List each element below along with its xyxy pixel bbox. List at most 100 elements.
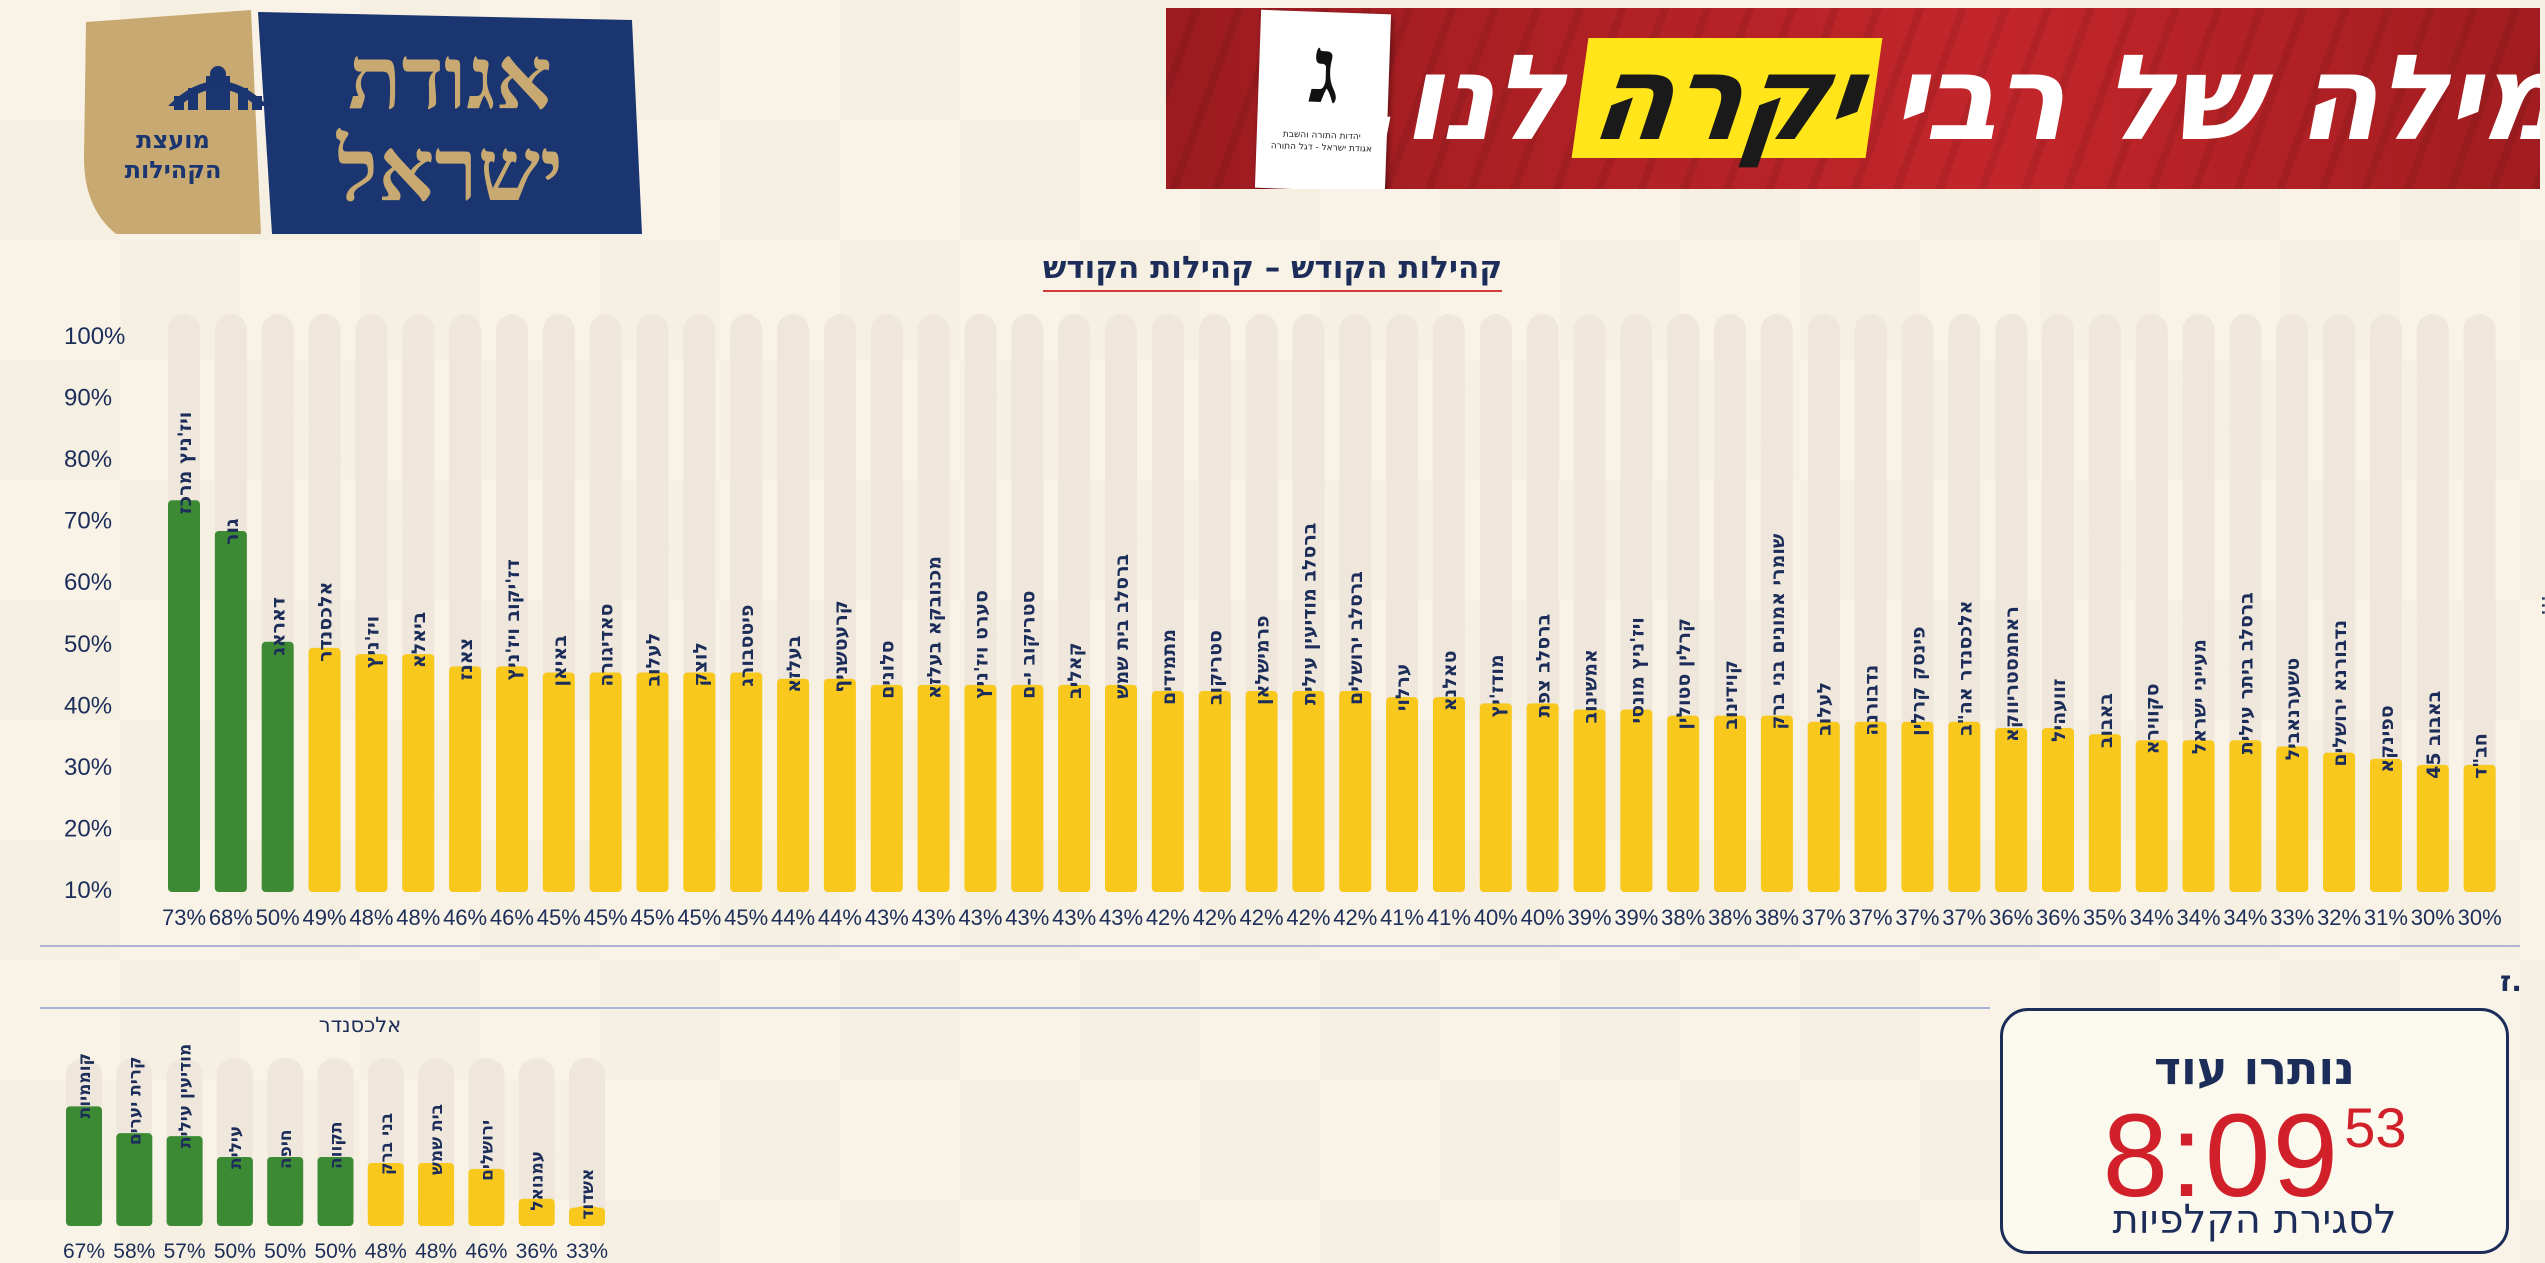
bar <box>2416 764 2449 892</box>
y-tick-label: 70% <box>64 508 112 535</box>
category-label: פינסק קרלין <box>1907 627 1929 736</box>
bar <box>1573 709 1606 892</box>
category-label: נדבורנא ירושלים <box>2329 620 2351 767</box>
banner-slogan: מילה של רבי יקרה לנו. <box>1360 18 2540 178</box>
bar-base <box>267 1206 304 1226</box>
bar-base <box>1058 872 1091 892</box>
bar-base <box>777 872 810 892</box>
category-label: לעלוב <box>643 633 665 687</box>
bar <box>1198 691 1231 892</box>
bar-base <box>2182 872 2215 892</box>
value-label: 48% <box>415 1240 457 1263</box>
value-label: 33% <box>566 1240 608 1263</box>
value-label: 31% <box>2364 905 2408 930</box>
bar-base <box>1760 872 1793 892</box>
bar <box>542 672 575 892</box>
bar-base <box>317 1206 354 1226</box>
bar-base <box>418 1206 455 1226</box>
category-label: מכנובקא בעלזא <box>924 556 946 699</box>
y-tick-label: 10% <box>64 877 112 904</box>
value-label: 45% <box>584 905 628 930</box>
category-label: קאליב <box>1064 642 1086 699</box>
category-label: בני ברק <box>377 1113 397 1175</box>
value-label: 37% <box>1849 905 1893 930</box>
bar-base <box>730 872 763 892</box>
value-label: 50% <box>256 905 300 930</box>
value-label: 48% <box>349 905 393 930</box>
bar-base <box>542 872 575 892</box>
bar <box>636 672 669 892</box>
bar-base <box>569 1206 605 1226</box>
bar-base <box>367 1206 404 1226</box>
category-label: סאדיגורה <box>596 604 618 687</box>
bar <box>1292 691 1325 892</box>
value-label: 32% <box>2317 905 2361 930</box>
category-label: מודז'יץ <box>1486 654 1508 717</box>
bar <box>1620 709 1653 892</box>
countdown-time: 8:0953 <box>2003 1096 2506 1215</box>
bar <box>116 1133 153 1226</box>
bar-base <box>917 872 950 892</box>
bar-base <box>2042 872 2074 892</box>
bar-base <box>402 872 435 892</box>
bar-base <box>1151 872 1184 892</box>
value-label: 48% <box>365 1240 407 1263</box>
value-label: 73% <box>162 905 206 930</box>
bar-track <box>2369 314 2402 892</box>
bar <box>1245 691 1278 892</box>
category-label: ברסלב ביתר עילית <box>2235 592 2257 754</box>
value-label: 36% <box>2036 905 2080 930</box>
category-label: נדבורנה <box>1861 665 1883 736</box>
value-label: 46% <box>443 905 487 930</box>
chart-title: קהילות הקודש – קהילות הקודש <box>1042 250 1503 292</box>
category-label: מודיעין עילית <box>176 1044 196 1148</box>
category-label: צאנז <box>455 638 477 680</box>
crown-icon <box>168 66 268 110</box>
bar <box>823 678 856 892</box>
bar-base <box>116 1206 153 1226</box>
value-label: 43% <box>1005 905 1049 930</box>
bar-track <box>2416 314 2449 892</box>
bar-base <box>2135 872 2168 892</box>
category-label: אלכסנדר אה"ב <box>1954 601 1976 736</box>
bar <box>355 654 388 892</box>
value-label: 39% <box>1614 905 1658 930</box>
category-label: סקווירא <box>2142 683 2164 754</box>
bar <box>2042 727 2074 892</box>
value-label: 46% <box>490 905 534 930</box>
bar-base <box>216 1206 253 1226</box>
category-label: חיפה <box>276 1129 296 1169</box>
bar <box>1479 703 1512 892</box>
category-label: ראחמסטריווקא <box>2001 606 2023 742</box>
bar <box>1339 691 1372 892</box>
category-label: לוצק <box>689 642 711 686</box>
value-label: 46% <box>465 1240 507 1263</box>
bar-base <box>1573 872 1606 892</box>
value-label: 50% <box>264 1240 306 1263</box>
category-label: ויז'ניץ <box>361 616 383 668</box>
bar <box>2323 752 2356 892</box>
bar-base <box>2369 872 2402 892</box>
category-label: ערלוי <box>1392 663 1414 711</box>
logo-name-line1: אגודת <box>348 25 552 129</box>
category-label: דאראג <box>268 597 290 656</box>
bar <box>2463 764 2496 892</box>
bar <box>1386 697 1419 892</box>
value-label: 49% <box>303 905 347 930</box>
bar <box>168 500 200 892</box>
category-label: פיטסבורג <box>736 605 758 687</box>
category-label: סטריקוב י-ם <box>1017 591 1039 699</box>
bar <box>1854 721 1887 892</box>
value-label: 41% <box>1380 905 1424 930</box>
category-label: דז'יקוב ויז'ניץ <box>502 559 524 680</box>
value-label: 58% <box>113 1240 155 1263</box>
value-label: 68% <box>209 905 253 930</box>
category-label: שומרי אמונים בני ברק <box>1767 533 1789 729</box>
bar-base <box>1948 872 1981 892</box>
y-tick-label: 90% <box>64 385 112 412</box>
bar-base <box>1995 872 2028 892</box>
value-label: 40% <box>1521 905 1565 930</box>
bar <box>166 1136 203 1226</box>
annotation-label: אלכסנדר <box>319 1013 401 1037</box>
category-label: קרלין סטולין <box>1673 618 1695 730</box>
